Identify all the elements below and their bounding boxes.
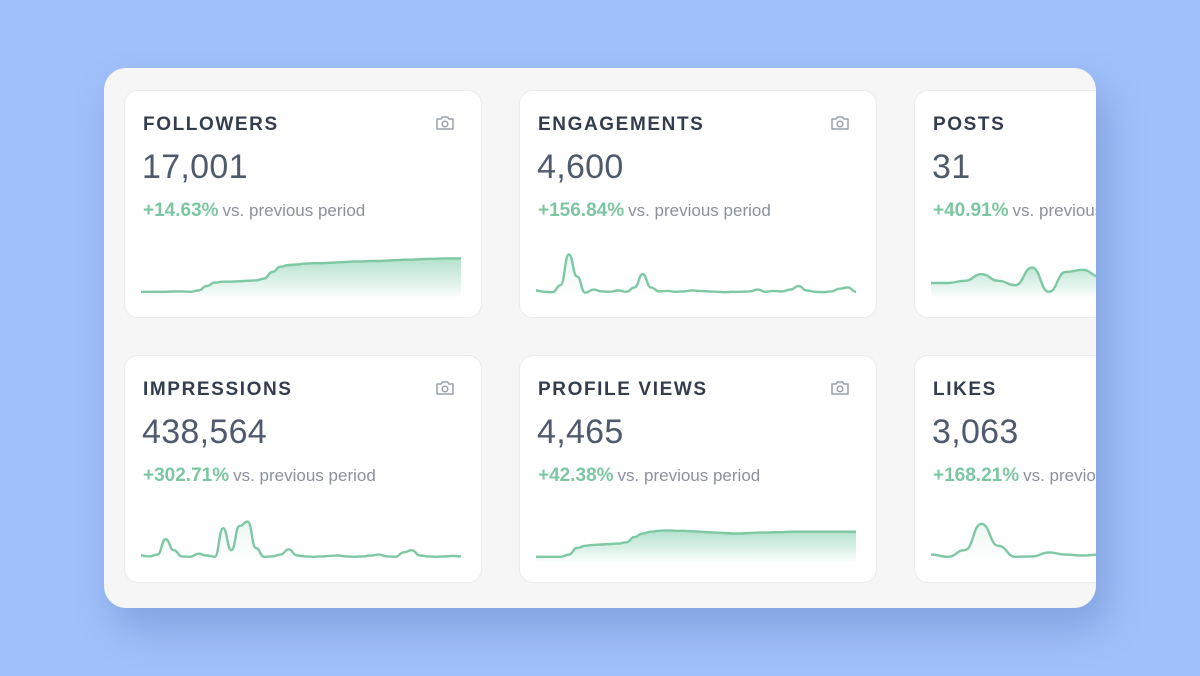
sparkline-line xyxy=(931,522,1096,558)
change-suffix: vs. previous period xyxy=(222,201,366,220)
card-change: +14.63% vs. previous period xyxy=(143,200,365,222)
card-title: ENGAGEMENTS xyxy=(538,114,705,135)
change-suffix: vs. previous period xyxy=(617,466,761,485)
card-title: POSTS xyxy=(933,114,1006,135)
sparkline-area xyxy=(931,267,1096,297)
trend-sparkline xyxy=(536,529,856,562)
sparkline-line xyxy=(141,520,461,558)
card-value: 3,063 xyxy=(932,413,1019,451)
trend-sparkline xyxy=(141,257,461,297)
card-title: LIKES xyxy=(933,379,997,400)
change-percent: +302.71% xyxy=(143,465,230,486)
card-value: 4,465 xyxy=(537,413,624,451)
change-percent: +168.21% xyxy=(933,465,1020,486)
card-value: 17,001 xyxy=(142,148,248,186)
change-suffix: vs. previous period xyxy=(1023,466,1096,485)
change-suffix: vs. previous period xyxy=(1012,201,1096,220)
card-value: 438,564 xyxy=(142,413,268,451)
trend-sparkline xyxy=(931,522,1096,562)
camera-icon[interactable] xyxy=(435,380,455,396)
stat-card-impressions[interactable]: IMPRESSIONS 438,564 +302.71% vs. previous… xyxy=(124,355,482,583)
card-title: PROFILE VIEWS xyxy=(538,379,708,400)
sparkline-area xyxy=(536,530,856,562)
change-percent: +40.91% xyxy=(933,200,1009,221)
trend-sparkline xyxy=(931,266,1096,297)
stats-panel: FOLLOWERS 17,001 +14.63% vs. previous per… xyxy=(104,68,1096,608)
stat-card-profile-views[interactable]: PROFILE VIEWS 4,465 +42.38% vs. previous … xyxy=(519,355,877,583)
camera-icon[interactable] xyxy=(830,115,850,131)
card-change: +156.84% vs. previous period xyxy=(538,200,771,222)
trend-sparkline xyxy=(536,253,856,297)
sparkline-line xyxy=(141,257,461,293)
camera-icon[interactable] xyxy=(830,380,850,396)
card-title: IMPRESSIONS xyxy=(143,379,293,400)
card-change: +42.38% vs. previous period xyxy=(538,465,760,487)
change-percent: +156.84% xyxy=(538,200,625,221)
change-suffix: vs. previous period xyxy=(628,201,771,220)
change-percent: +42.38% xyxy=(538,465,614,486)
sparkline-area xyxy=(931,523,1096,562)
stat-card-engagements[interactable]: ENGAGEMENTS 4,600 +156.84% vs. previous p… xyxy=(519,90,877,318)
card-value: 31 xyxy=(932,148,971,186)
trend-sparkline xyxy=(141,520,461,562)
card-title: FOLLOWERS xyxy=(143,114,279,135)
camera-icon[interactable] xyxy=(435,115,455,131)
card-change: +40.91%vs. previous period xyxy=(933,200,1096,222)
sparkline-line xyxy=(536,253,856,294)
stat-card-posts[interactable]: POSTS 31 +40.91%vs. previous period xyxy=(914,90,1096,318)
stat-card-likes[interactable]: LIKES 3,063 +168.21%vs. previous period xyxy=(914,355,1096,583)
stat-card-followers[interactable]: FOLLOWERS 17,001 +14.63% vs. previous per… xyxy=(124,90,482,318)
card-value: 4,600 xyxy=(537,148,624,186)
sparkline-area xyxy=(141,258,461,297)
sparkline-line xyxy=(536,529,856,558)
sparkline-line xyxy=(931,266,1096,293)
change-suffix: vs. previous period xyxy=(233,466,376,485)
change-percent: +14.63% xyxy=(143,200,219,221)
card-change: +302.71% vs. previous period xyxy=(143,465,376,487)
card-change: +168.21%vs. previous period xyxy=(933,465,1096,487)
